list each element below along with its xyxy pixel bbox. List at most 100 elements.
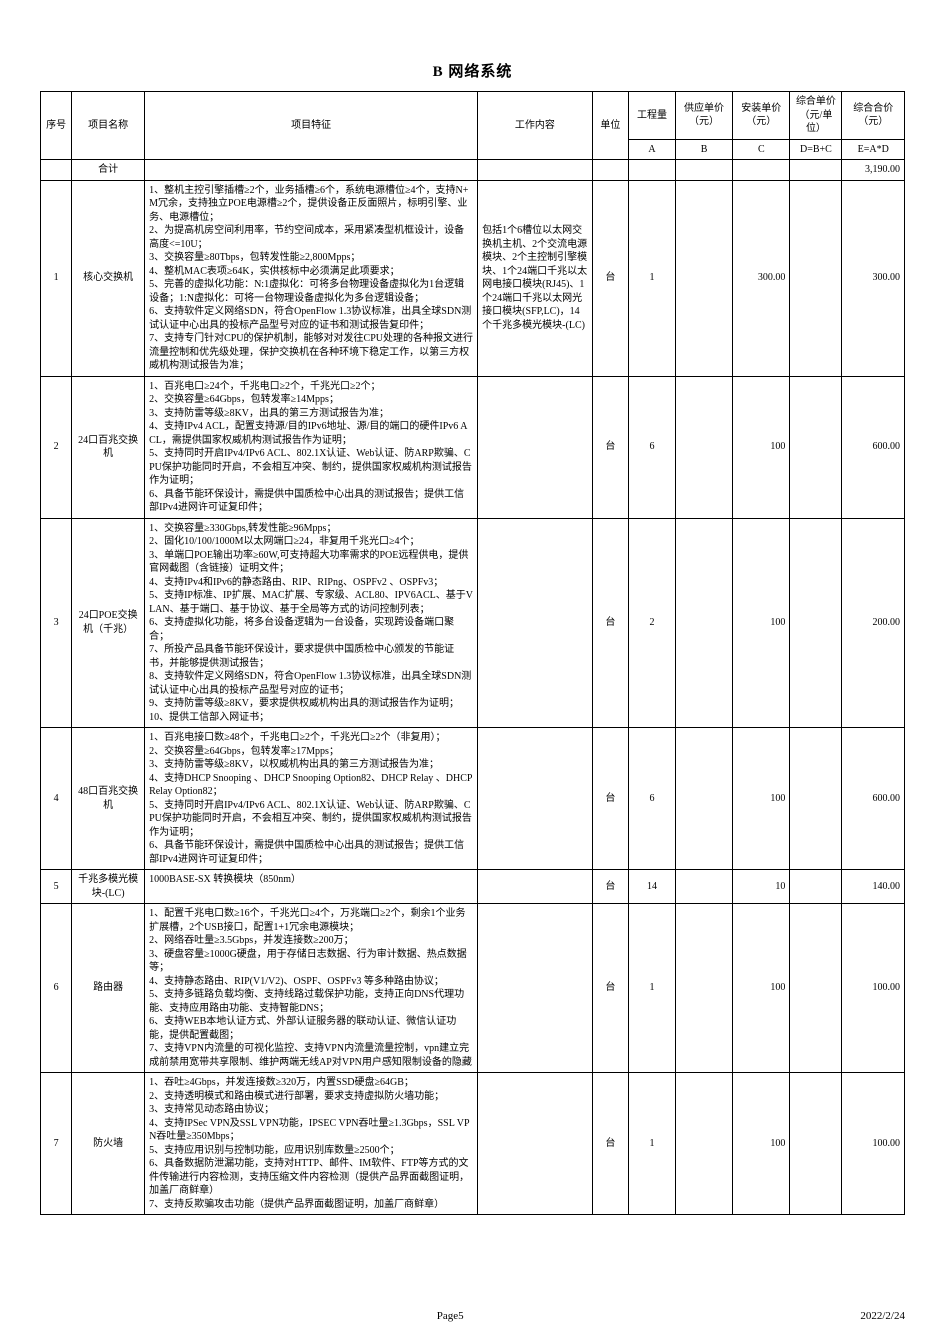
cell: 台 — [592, 518, 628, 728]
col-total: 综合合价（元） — [842, 92, 905, 140]
footer-page: Page5 — [437, 1310, 464, 1322]
cell: 1、整机主控引擎插槽≥2个，业务插槽≥6个，系统电源槽位≥4个，支持N+M冗余，… — [145, 180, 478, 376]
cell: 100.00 — [842, 1073, 905, 1215]
cell — [675, 904, 732, 1073]
cell: 2 — [629, 518, 676, 728]
table-row: 224口百兆交换机1、百兆电口≥24个，千兆电口≥2个，千兆光口≥2个； 2、交… — [41, 376, 905, 518]
col-unit: 单位 — [592, 92, 628, 160]
cell: 7 — [41, 1073, 72, 1215]
cell — [790, 180, 842, 376]
cell: 1、配置千兆电口数≥16个，千兆光口≥4个，万兆端口≥2个，剩余1个业务扩展槽，… — [145, 904, 478, 1073]
sum-row: 合计 3,190.00 — [41, 160, 905, 181]
document-title: B 网络系统 — [40, 60, 905, 81]
cell: 1000BASE-SX 转换模块（850nm） — [145, 870, 478, 904]
table-row: 324口POE交换机（千兆）1、交换容量≥330Gbps,转发性能≥96Mpps… — [41, 518, 905, 728]
cell — [733, 160, 790, 181]
sub-supply: B — [675, 139, 732, 160]
cell: 1 — [629, 1073, 676, 1215]
cell — [790, 160, 842, 181]
cell: 包括1个6槽位以太网交换机主机、2个交流电源模块、2个主控制引擎模块、1个24端… — [478, 180, 593, 376]
cell — [41, 160, 72, 181]
cell — [478, 870, 593, 904]
cell — [478, 518, 593, 728]
sub-qty: A — [629, 139, 676, 160]
cell — [675, 870, 732, 904]
cell: 600.00 — [842, 376, 905, 518]
cell: 台 — [592, 904, 628, 1073]
table-body: 合计3,190.001核心交换机1、整机主控引擎插槽≥2个，业务插槽≥6个，系统… — [41, 160, 905, 1215]
col-spec: 项目特征 — [145, 92, 478, 160]
sub-unitp: D=B+C — [790, 139, 842, 160]
cell — [790, 728, 842, 870]
cell: 300.00 — [842, 180, 905, 376]
cell — [790, 904, 842, 1073]
cell: 1、百兆电口≥24个，千兆电口≥2个，千兆光口≥2个； 2、交换容量≥64Gbp… — [145, 376, 478, 518]
cell: 2 — [41, 376, 72, 518]
cell: 24口POE交换机（千兆） — [72, 518, 145, 728]
cell — [790, 518, 842, 728]
table-row: 7防火墙1、吞吐≥4Gbps，并发连接数≥320万，内置SSD硬盘≥64GB； … — [41, 1073, 905, 1215]
cell: 100.00 — [842, 904, 905, 1073]
cell: 核心交换机 — [72, 180, 145, 376]
table-row: 1核心交换机1、整机主控引擎插槽≥2个，业务插槽≥6个，系统电源槽位≥4个，支持… — [41, 180, 905, 376]
cell — [478, 376, 593, 518]
cell: 140.00 — [842, 870, 905, 904]
cell — [790, 376, 842, 518]
page-container: B 网络系统 序号 项目名称 项目特征 工作内容 单位 工程量 供应单价（元） — [0, 0, 945, 1337]
table-row: 6路由器1、配置千兆电口数≥16个，千兆光口≥4个，万兆端口≥2个，剩余1个业务… — [41, 904, 905, 1073]
cell: 4 — [41, 728, 72, 870]
cell: 100 — [733, 904, 790, 1073]
col-install: 安装单价（元） — [733, 92, 790, 140]
cell: 6 — [41, 904, 72, 1073]
main-table: 序号 项目名称 项目特征 工作内容 单位 工程量 供应单价（元） 安装单价（元）… — [40, 91, 905, 1215]
cell: 台 — [592, 728, 628, 870]
cell: 6 — [629, 728, 676, 870]
cell: 1 — [629, 904, 676, 1073]
cell — [790, 870, 842, 904]
cell: 1、交换容量≥330Gbps,转发性能≥96Mpps； 2、固化10/100/1… — [145, 518, 478, 728]
cell: 200.00 — [842, 518, 905, 728]
cell: 台 — [592, 376, 628, 518]
cell — [675, 728, 732, 870]
sub-total: E=A*D — [842, 139, 905, 160]
page-footer: Page5 2022/2/24 — [40, 1310, 905, 1322]
cell: 台 — [592, 180, 628, 376]
cell — [675, 376, 732, 518]
cell: 14 — [629, 870, 676, 904]
cell: 5 — [41, 870, 72, 904]
cell: 1 — [41, 180, 72, 376]
cell — [592, 160, 628, 181]
cell: 合计 — [72, 160, 145, 181]
table-header: 序号 项目名称 项目特征 工作内容 单位 工程量 供应单价（元） 安装单价（元）… — [41, 92, 905, 160]
col-supply: 供应单价（元） — [675, 92, 732, 140]
cell — [145, 160, 478, 181]
cell — [675, 160, 732, 181]
col-qty: 工程量 — [629, 92, 676, 140]
cell — [478, 1073, 593, 1215]
cell: 3,190.00 — [842, 160, 905, 181]
cell: 3 — [41, 518, 72, 728]
col-unitp: 综合单价（元/单位） — [790, 92, 842, 140]
cell — [675, 518, 732, 728]
cell — [478, 728, 593, 870]
cell: 100 — [733, 728, 790, 870]
cell: 千兆多模光模块-(LC) — [72, 870, 145, 904]
cell: 100 — [733, 518, 790, 728]
cell: 100 — [733, 376, 790, 518]
table-row: 448口百兆交换机1、百兆电接口数≥48个，千兆电口≥2个，千兆光口≥2个（非复… — [41, 728, 905, 870]
cell: 300.00 — [733, 180, 790, 376]
cell: 600.00 — [842, 728, 905, 870]
table-row: 5千兆多模光模块-(LC)1000BASE-SX 转换模块（850nm）台141… — [41, 870, 905, 904]
cell: 24口百兆交换机 — [72, 376, 145, 518]
cell — [675, 1073, 732, 1215]
cell — [629, 160, 676, 181]
footer-date: 2022/2/24 — [860, 1310, 905, 1322]
cell — [478, 160, 593, 181]
cell: 1 — [629, 180, 676, 376]
sub-install: C — [733, 139, 790, 160]
cell: 6 — [629, 376, 676, 518]
cell: 1、吞吐≥4Gbps，并发连接数≥320万，内置SSD硬盘≥64GB； 2、支持… — [145, 1073, 478, 1215]
cell — [675, 180, 732, 376]
cell: 1、百兆电接口数≥48个，千兆电口≥2个，千兆光口≥2个（非复用）； 2、交换容… — [145, 728, 478, 870]
cell — [790, 1073, 842, 1215]
